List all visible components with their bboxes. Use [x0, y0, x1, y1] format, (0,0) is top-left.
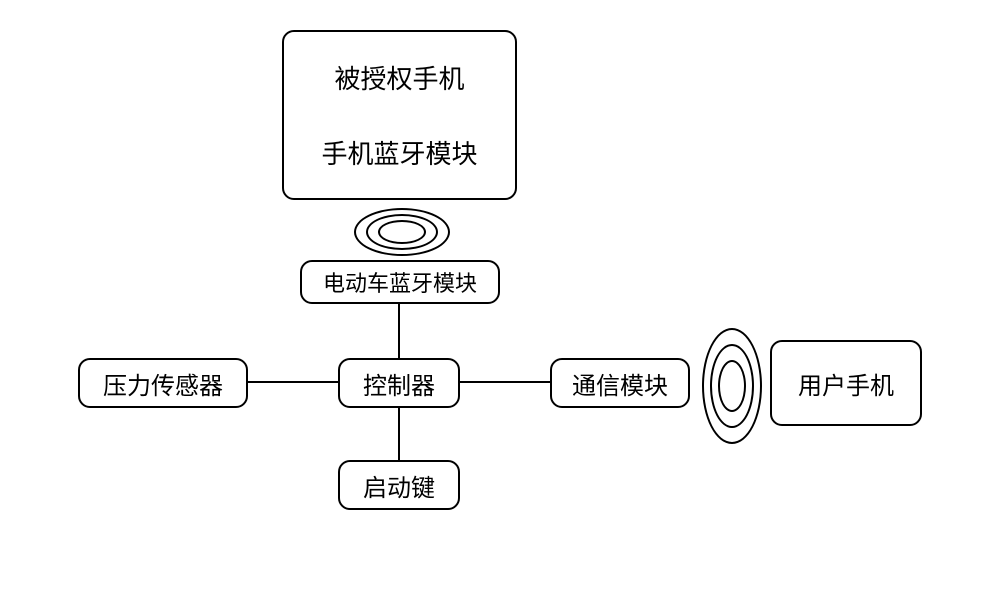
- authorized-phone-label-bottom: 手机蓝牙模块: [321, 134, 477, 171]
- controller-label: 控制器: [363, 366, 435, 401]
- user-phone-label: 用户手机: [798, 366, 894, 401]
- wireless-arc: [354, 208, 450, 256]
- start-button-label: 启动键: [363, 468, 435, 503]
- pressure-sensor-label: 压力传感器: [103, 366, 223, 401]
- edge-controller-comm: [460, 381, 550, 383]
- node-start-button: 启动键: [338, 460, 460, 510]
- node-ev-bluetooth: 电动车蓝牙模块: [300, 260, 500, 304]
- edge-pressure-controller: [248, 381, 338, 383]
- comm-module-label: 通信模块: [572, 366, 668, 401]
- authorized-phone-label-top: 被授权手机: [334, 59, 464, 96]
- wireless-arc: [702, 328, 762, 444]
- node-pressure-sensor: 压力传感器: [78, 358, 248, 408]
- edge-controller-start: [398, 408, 400, 460]
- node-comm-module: 通信模块: [550, 358, 690, 408]
- wireless-comm-userphone: [692, 324, 768, 444]
- node-user-phone: 用户手机: [770, 340, 922, 426]
- node-authorized-phone: 被授权手机 手机蓝牙模块: [282, 30, 517, 200]
- ev-bluetooth-label: 电动车蓝牙模块: [323, 266, 477, 298]
- edge-evbt-controller: [398, 304, 400, 358]
- wireless-phone-evbt: [350, 202, 450, 258]
- node-controller: 控制器: [338, 358, 460, 408]
